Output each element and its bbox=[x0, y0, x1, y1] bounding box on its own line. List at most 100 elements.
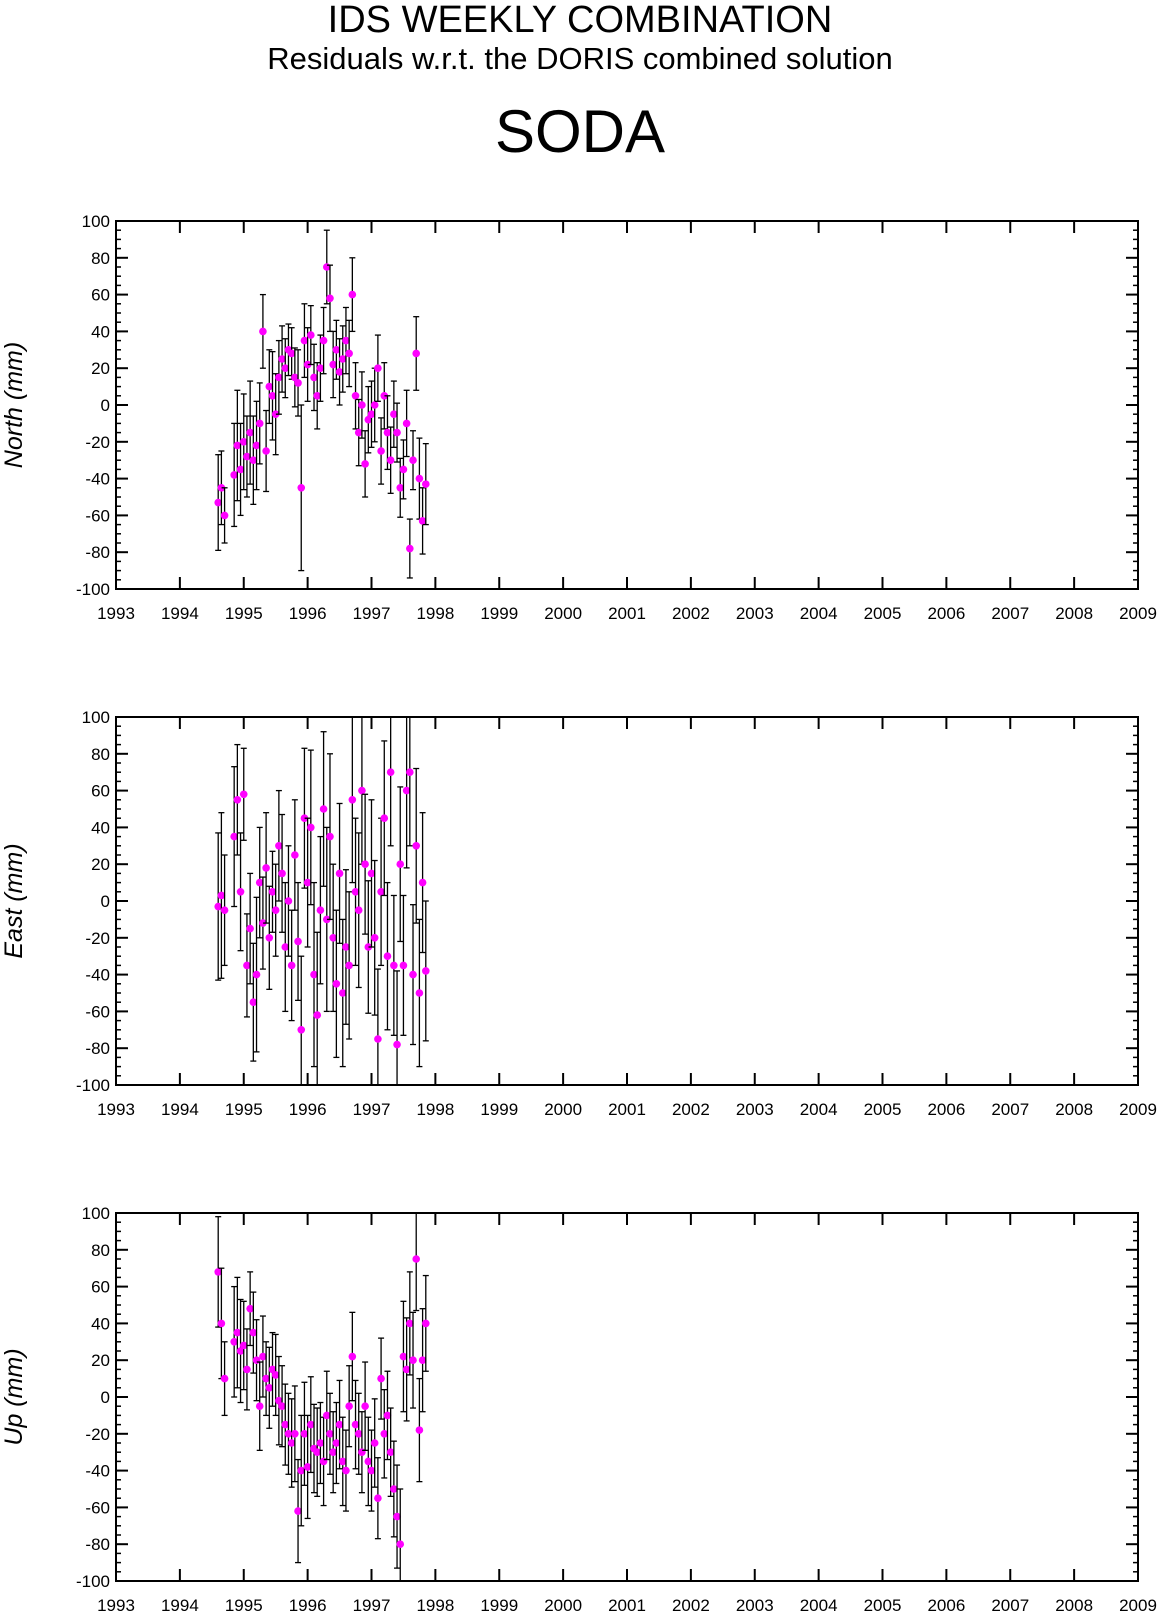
up-data-point bbox=[386, 1448, 395, 1456]
north-data-point bbox=[268, 392, 277, 400]
east-data-point bbox=[399, 961, 408, 970]
east-data-point bbox=[402, 786, 411, 795]
north-data-point bbox=[249, 456, 258, 465]
north-y-tick-label: 80 bbox=[91, 249, 110, 268]
north-panel: 100 80 60 40 20 0 -20 -40 -60 -80 -100 1993 1994 1995… bbox=[0, 212, 1157, 623]
north-y-tick-label: -100 bbox=[76, 580, 110, 599]
page-subtitle: Residuals w.r.t. the DORIS combined solu… bbox=[267, 41, 893, 76]
north-data-point bbox=[265, 382, 274, 391]
east-data-point bbox=[278, 869, 286, 878]
up-data-point bbox=[364, 1457, 373, 1466]
east-data-point bbox=[326, 832, 334, 841]
up-data-point bbox=[329, 1448, 337, 1456]
east-data-point bbox=[284, 897, 293, 905]
north-x-tick-label: 2007 bbox=[991, 604, 1029, 623]
east-data-point bbox=[406, 768, 414, 776]
north-data-point bbox=[377, 447, 385, 455]
north-y-tick-label: 20 bbox=[91, 359, 110, 378]
up-y-tick-label: 60 bbox=[91, 1278, 110, 1297]
east-data-point bbox=[230, 832, 238, 841]
up-y-axis-title: Up (mm) bbox=[0, 1348, 28, 1445]
east-data-point bbox=[364, 943, 373, 951]
up-data-point bbox=[342, 1466, 350, 1475]
north-data-point bbox=[230, 471, 238, 479]
east-x-tick-label: 2005 bbox=[864, 1100, 902, 1119]
east-data-point bbox=[220, 906, 229, 914]
up-y-tick-label: -80 bbox=[85, 1535, 110, 1554]
up-data-point bbox=[281, 1420, 290, 1429]
up-data-point bbox=[412, 1255, 421, 1263]
north-x-tick-label: 2004 bbox=[800, 604, 838, 623]
up-data-point bbox=[390, 1485, 398, 1493]
east-data-point bbox=[214, 902, 222, 911]
up-data-point bbox=[214, 1268, 222, 1276]
east-data-point bbox=[418, 878, 427, 887]
up-data-point bbox=[316, 1439, 325, 1447]
up-y-tick-label: -100 bbox=[76, 1572, 110, 1591]
east-data-point bbox=[396, 860, 405, 868]
north-data-point bbox=[418, 517, 427, 525]
north-x-tick-label: 1996 bbox=[289, 604, 327, 623]
north-data-point bbox=[313, 392, 322, 400]
east-data-point bbox=[287, 961, 296, 970]
north-data-point bbox=[386, 456, 395, 465]
north-data-point bbox=[406, 544, 414, 553]
east-data-point bbox=[367, 869, 376, 878]
east-data-point bbox=[255, 878, 264, 887]
east-y-tick-label: 20 bbox=[91, 855, 110, 874]
north-data-point bbox=[307, 331, 315, 339]
north-data-point bbox=[329, 360, 337, 369]
north-data-point bbox=[380, 392, 389, 400]
north-x-tick-label: 2009 bbox=[1119, 604, 1157, 623]
east-data-point bbox=[297, 1026, 306, 1034]
east-y-tick-label: 100 bbox=[82, 708, 110, 727]
east-y-tick-label: -80 bbox=[85, 1039, 110, 1058]
east-data-point bbox=[268, 888, 277, 896]
north-data-point bbox=[255, 419, 264, 428]
up-data-point bbox=[399, 1352, 408, 1361]
up-data-point bbox=[265, 1384, 274, 1392]
east-data-point bbox=[233, 796, 242, 804]
up-x-tick-label: 1997 bbox=[353, 1596, 391, 1615]
east-y-tick-label: 80 bbox=[91, 745, 110, 764]
up-data-point bbox=[402, 1365, 411, 1374]
east-data-point bbox=[358, 786, 366, 795]
north-data-point bbox=[415, 474, 424, 483]
up-data-point bbox=[307, 1420, 315, 1429]
east-data-point bbox=[252, 970, 261, 979]
up-data-point bbox=[243, 1365, 251, 1374]
east-data-point bbox=[262, 864, 270, 872]
east-x-tick-label: 1994 bbox=[161, 1100, 199, 1119]
east-y-tick-label: -60 bbox=[85, 1002, 110, 1021]
up-data-point bbox=[249, 1328, 258, 1337]
east-data-point bbox=[351, 888, 360, 896]
north-y-tick-label: -40 bbox=[85, 470, 110, 489]
east-data-point bbox=[338, 989, 347, 997]
north-data-point bbox=[281, 364, 290, 373]
page-title: IDS WEEKLY COMBINATION bbox=[327, 0, 833, 41]
east-data-point bbox=[281, 943, 290, 951]
up-data-point bbox=[236, 1347, 245, 1355]
north-y-tick-label: -80 bbox=[85, 543, 110, 562]
north-x-tick-label: 1997 bbox=[353, 604, 391, 623]
north-data-point bbox=[358, 401, 366, 409]
up-data-point bbox=[291, 1430, 299, 1438]
east-data-point bbox=[421, 967, 430, 975]
up-data-point bbox=[351, 1420, 360, 1429]
north-data-point bbox=[275, 373, 283, 382]
east-x-tick-label: 2000 bbox=[544, 1100, 582, 1119]
up-data-point bbox=[335, 1420, 344, 1429]
north-data-point bbox=[300, 336, 309, 345]
up-data-point bbox=[415, 1426, 424, 1434]
north-data-point bbox=[383, 428, 392, 437]
east-data-point bbox=[377, 888, 385, 896]
east-x-tick-label: 2003 bbox=[736, 1100, 774, 1119]
up-data-point bbox=[367, 1466, 376, 1475]
up-x-tick-label: 1996 bbox=[289, 1596, 327, 1615]
up-data-point bbox=[361, 1402, 369, 1410]
north-data-point bbox=[326, 294, 334, 303]
north-data-point bbox=[291, 373, 299, 382]
east-data-point bbox=[332, 980, 341, 988]
up-data-point bbox=[278, 1402, 286, 1410]
